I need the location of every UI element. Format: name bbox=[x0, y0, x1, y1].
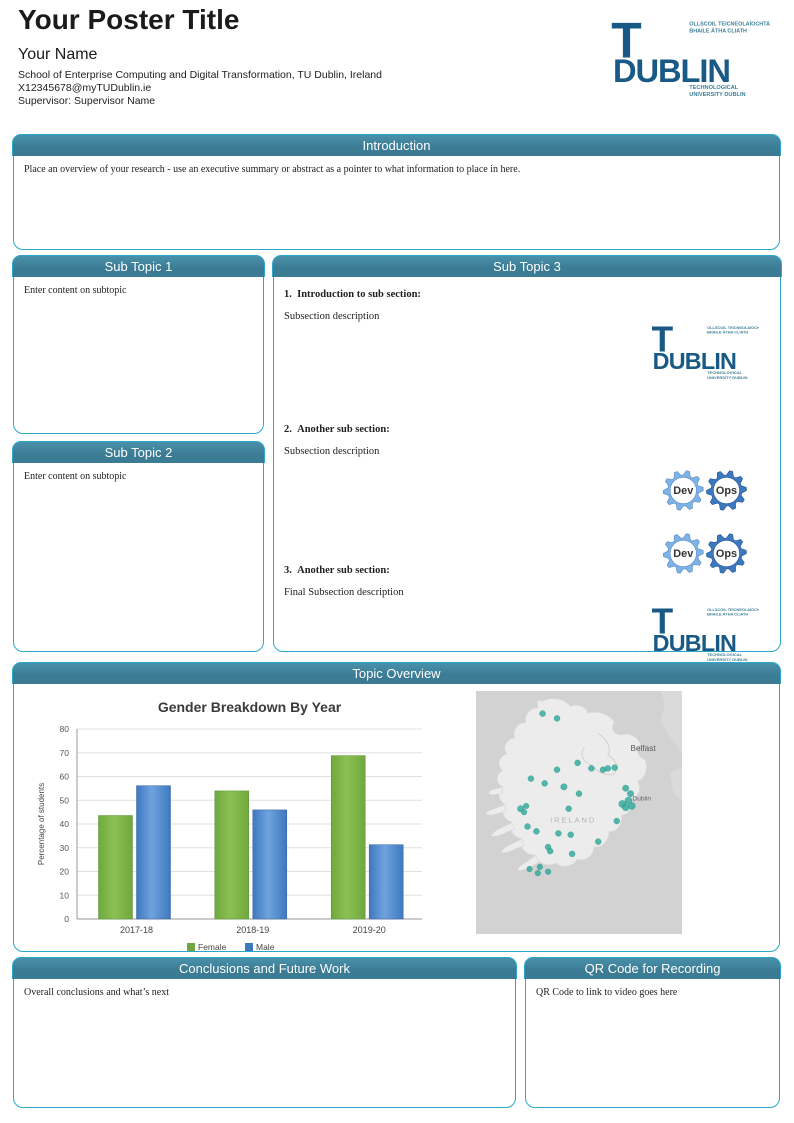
svg-text:80: 80 bbox=[60, 724, 70, 734]
svg-text:Dev: Dev bbox=[673, 548, 694, 560]
svg-text:2017-18: 2017-18 bbox=[120, 925, 153, 935]
svg-text:Belfast: Belfast bbox=[631, 744, 657, 753]
svg-text:OLLSCOIL TEICNEOLAÍOCHTA: OLLSCOIL TEICNEOLAÍOCHTA bbox=[689, 20, 770, 28]
svg-text:0: 0 bbox=[64, 914, 69, 924]
svg-text:UNIVERSITY DUBLIN: UNIVERSITY DUBLIN bbox=[689, 92, 745, 98]
svg-text:BHAILE ÁTHA CLIATH: BHAILE ÁTHA CLIATH bbox=[707, 612, 748, 617]
svg-text:Female: Female bbox=[198, 942, 227, 952]
svg-text:T: T bbox=[652, 601, 673, 641]
svg-text:Male: Male bbox=[256, 942, 275, 952]
svg-text:BHAILE ÁTHA CLIATH: BHAILE ÁTHA CLIATH bbox=[689, 27, 747, 34]
svg-text:40: 40 bbox=[60, 819, 70, 829]
svg-text:UNIVERSITY DUBLIN: UNIVERSITY DUBLIN bbox=[707, 375, 747, 380]
svg-text:50: 50 bbox=[60, 795, 70, 805]
svg-text:BHAILE ÁTHA CLIATH: BHAILE ÁTHA CLIATH bbox=[707, 330, 748, 335]
svg-text:Ops: Ops bbox=[716, 548, 737, 560]
svg-text:30: 30 bbox=[60, 843, 70, 853]
svg-text:20: 20 bbox=[60, 867, 70, 877]
svg-text:Gender Breakdown By Year: Gender Breakdown By Year bbox=[158, 699, 342, 715]
svg-text:T: T bbox=[611, 12, 641, 68]
svg-text:T: T bbox=[652, 319, 673, 359]
svg-text:UNIVERSITY DUBLIN: UNIVERSITY DUBLIN bbox=[707, 657, 747, 662]
svg-text:60: 60 bbox=[60, 772, 70, 782]
svg-text:70: 70 bbox=[60, 748, 70, 758]
svg-text:IRELAND: IRELAND bbox=[550, 815, 596, 824]
svg-text:Dev: Dev bbox=[673, 485, 694, 497]
svg-text:10: 10 bbox=[60, 890, 70, 900]
svg-text:Dublin: Dublin bbox=[633, 796, 652, 803]
svg-text:2018-19: 2018-19 bbox=[236, 925, 269, 935]
svg-text:TECHNOLOGICAL: TECHNOLOGICAL bbox=[689, 85, 738, 91]
svg-text:Ops: Ops bbox=[716, 485, 737, 497]
svg-text:Percentage of students: Percentage of students bbox=[37, 783, 46, 865]
svg-text:2019-20: 2019-20 bbox=[353, 925, 386, 935]
